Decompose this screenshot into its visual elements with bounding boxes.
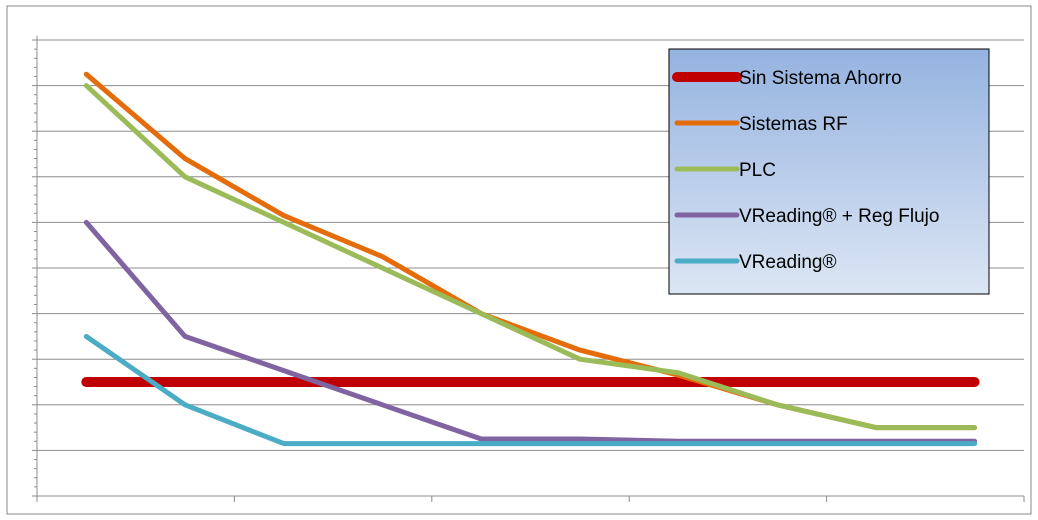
series-line-plc bbox=[83, 83, 978, 431]
legend-label-plc: PLC bbox=[739, 160, 776, 181]
series-line-vreading bbox=[83, 333, 978, 447]
legend-label-vreading-reg-flujo: VReading® + Reg Flujo bbox=[739, 206, 939, 227]
legend-label-vreading: VReading® bbox=[739, 252, 836, 273]
legend-label-sin-sistema-ahorro: Sin Sistema Ahorro bbox=[739, 68, 902, 89]
series-lines bbox=[81, 71, 980, 447]
legend: Sin Sistema Ahorro Sistemas RF PLC VReading… bbox=[668, 48, 990, 295]
axes bbox=[32, 36, 1025, 502]
legend-label-sistemas-rf: Sistemas RF bbox=[739, 114, 848, 135]
